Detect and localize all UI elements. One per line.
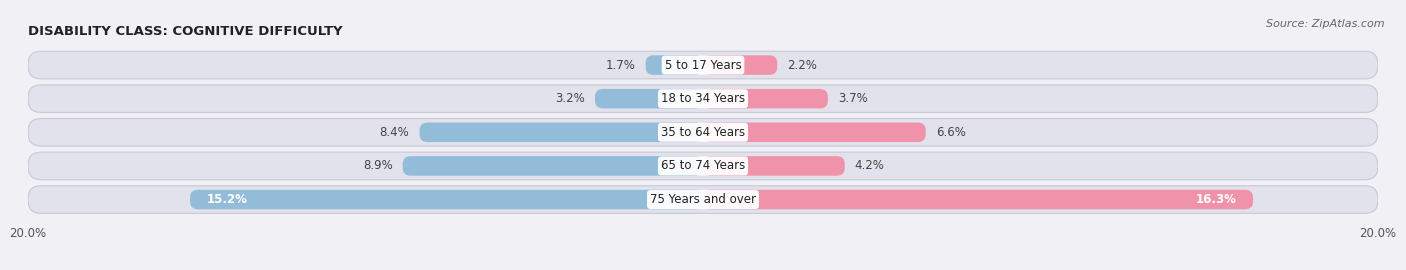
Text: 5 to 17 Years: 5 to 17 Years	[665, 59, 741, 72]
FancyBboxPatch shape	[595, 89, 703, 109]
Text: 2.2%: 2.2%	[787, 59, 817, 72]
Text: DISABILITY CLASS: COGNITIVE DIFFICULTY: DISABILITY CLASS: COGNITIVE DIFFICULTY	[28, 25, 343, 38]
FancyBboxPatch shape	[419, 123, 703, 142]
FancyBboxPatch shape	[28, 119, 1378, 146]
Text: 8.9%: 8.9%	[363, 159, 392, 173]
FancyBboxPatch shape	[402, 156, 703, 176]
FancyBboxPatch shape	[703, 156, 845, 176]
Text: 3.7%: 3.7%	[838, 92, 868, 105]
Text: 35 to 64 Years: 35 to 64 Years	[661, 126, 745, 139]
FancyBboxPatch shape	[703, 89, 828, 109]
Text: 16.3%: 16.3%	[1195, 193, 1236, 206]
Text: 8.4%: 8.4%	[380, 126, 409, 139]
FancyBboxPatch shape	[703, 190, 1253, 209]
Text: 18 to 34 Years: 18 to 34 Years	[661, 92, 745, 105]
FancyBboxPatch shape	[703, 55, 778, 75]
Text: 4.2%: 4.2%	[855, 159, 884, 173]
Text: Source: ZipAtlas.com: Source: ZipAtlas.com	[1267, 19, 1385, 29]
FancyBboxPatch shape	[645, 55, 703, 75]
FancyBboxPatch shape	[703, 123, 925, 142]
FancyBboxPatch shape	[28, 85, 1378, 113]
Text: 65 to 74 Years: 65 to 74 Years	[661, 159, 745, 173]
FancyBboxPatch shape	[190, 190, 703, 209]
FancyBboxPatch shape	[28, 51, 1378, 79]
Text: 3.2%: 3.2%	[555, 92, 585, 105]
Text: 15.2%: 15.2%	[207, 193, 247, 206]
FancyBboxPatch shape	[28, 186, 1378, 213]
Text: 75 Years and over: 75 Years and over	[650, 193, 756, 206]
FancyBboxPatch shape	[28, 152, 1378, 180]
Text: 6.6%: 6.6%	[936, 126, 966, 139]
Text: 1.7%: 1.7%	[606, 59, 636, 72]
